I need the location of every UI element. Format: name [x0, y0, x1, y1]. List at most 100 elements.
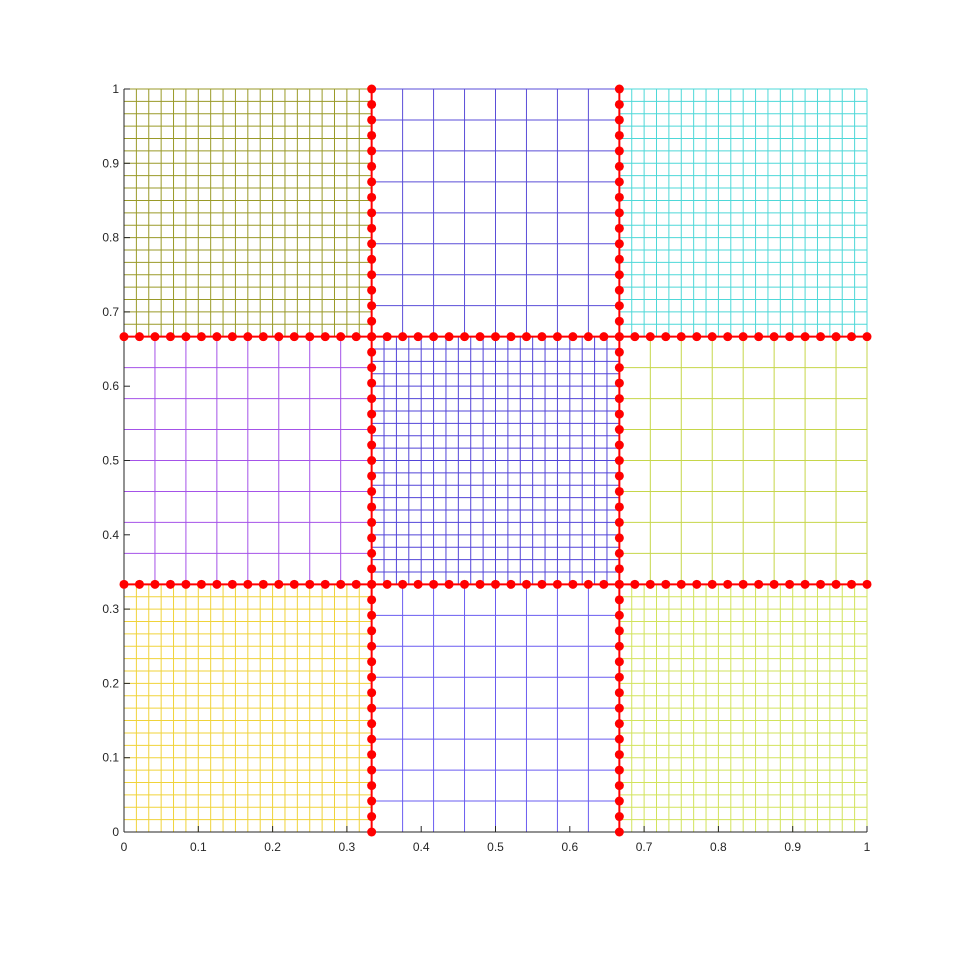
interface-point [614, 115, 624, 125]
mesh-block [123, 583, 373, 833]
interface-markers-layer [119, 84, 872, 837]
y-tick-label: 0.6 [102, 379, 119, 393]
interface-point [816, 332, 826, 342]
interface-point [738, 332, 748, 342]
x-tick-label: 0.4 [413, 840, 430, 854]
interface-point [614, 208, 624, 218]
interface-point [614, 827, 624, 837]
interface-point [336, 579, 346, 589]
interface-point [134, 579, 144, 589]
interface-point [165, 332, 175, 342]
mesh-block [618, 88, 868, 338]
y-tick-label: 0.5 [102, 454, 119, 468]
interface-point [552, 332, 562, 342]
interface-point [630, 579, 640, 589]
interface-point [212, 579, 222, 589]
interface-point [243, 332, 253, 342]
interface-point [614, 440, 624, 450]
interface-point [521, 332, 531, 342]
interface-point [367, 471, 377, 481]
mesh-grid-layer [123, 88, 868, 833]
interface-point [413, 332, 423, 342]
interface-point [614, 456, 624, 465]
interface-point [367, 177, 377, 187]
interface-point [274, 579, 284, 589]
interface-point [165, 579, 175, 589]
interface-point [847, 332, 857, 342]
interface-point [181, 332, 191, 342]
interface-point [614, 579, 624, 589]
interface-point [614, 239, 624, 249]
interface-point [614, 626, 624, 636]
interface-line-horizontal [119, 332, 872, 342]
interface-point [614, 812, 624, 822]
interface-point [258, 332, 268, 342]
interface-point [367, 425, 377, 435]
interface-point [614, 533, 624, 543]
interface-point [614, 347, 624, 357]
interface-point [367, 332, 377, 342]
interface-point [537, 579, 547, 589]
y-tick-label: 1 [112, 82, 119, 96]
interface-point [862, 579, 872, 589]
interface-point [583, 579, 593, 589]
interface-point [150, 579, 160, 589]
x-tick-label: 0.8 [710, 840, 727, 854]
interface-point [506, 579, 516, 589]
y-tick-label: 0.4 [102, 528, 119, 542]
y-tick-label: 0 [112, 825, 119, 839]
interface-point [676, 579, 686, 589]
interface-point [614, 672, 624, 682]
interface-line-vertical [367, 84, 377, 837]
interface-point [521, 579, 531, 589]
interface-point [614, 548, 624, 558]
axes-layer: 0 0.1 0.2 0.3 0.4 0.5 0.6 0.7 0.8 0.9 1 0 0.1 0.2 0.3 0… [102, 82, 870, 854]
interface-line-horizontal [119, 579, 872, 589]
interface-point [367, 440, 377, 450]
interface-point [614, 641, 624, 651]
interface-point [785, 332, 795, 342]
y-tick-label: 0.1 [102, 751, 119, 765]
interface-point [119, 332, 129, 342]
y-tick-label: 0.7 [102, 305, 119, 319]
x-tick-label: 0.3 [339, 840, 356, 854]
interface-point [367, 703, 377, 713]
x-tick-label: 0.1 [190, 840, 207, 854]
interface-point [831, 332, 841, 342]
interface-point [367, 765, 377, 775]
interface-point [367, 409, 377, 419]
interface-point [491, 332, 500, 342]
interface-point [723, 332, 733, 342]
interface-point [367, 517, 377, 527]
interface-point [196, 332, 206, 342]
interface-point [614, 363, 624, 373]
interface-point [506, 332, 516, 342]
interface-point [367, 533, 377, 543]
interface-point [614, 223, 624, 233]
interface-point [599, 579, 609, 589]
interface-point [614, 99, 624, 109]
interface-point [614, 425, 624, 435]
interface-point [444, 332, 454, 342]
interface-point [614, 688, 624, 698]
interface-point [351, 579, 361, 589]
interface-point [816, 579, 826, 589]
interface-point [614, 409, 624, 419]
interface-point [614, 270, 624, 280]
interface-point [258, 579, 268, 589]
interface-point [723, 579, 733, 589]
interface-point [614, 192, 624, 202]
interface-point [367, 781, 377, 791]
interface-point [537, 332, 547, 342]
interface-point [707, 579, 717, 589]
interface-point [614, 130, 624, 140]
interface-point [367, 827, 377, 837]
interface-point [367, 548, 377, 558]
x-tick-label: 0.5 [487, 840, 504, 854]
interface-point [614, 796, 624, 806]
interface-point [150, 332, 160, 342]
interface-point [367, 146, 377, 156]
interface-point [398, 332, 408, 342]
interface-point [614, 610, 624, 620]
